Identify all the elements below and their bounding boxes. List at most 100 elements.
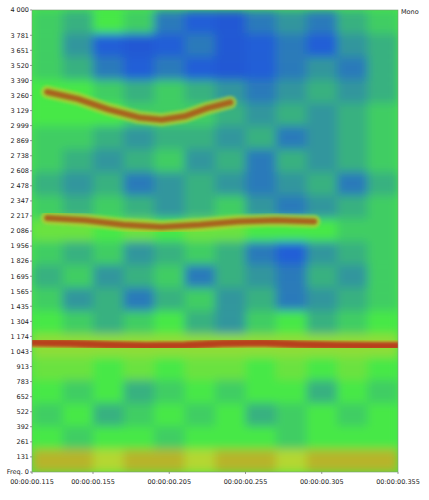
heat-cell (307, 56, 338, 80)
heat-cell (63, 449, 94, 472)
y-tick-label: 2 478 (10, 182, 29, 190)
heat-cell (63, 56, 94, 80)
heat-cell (246, 149, 277, 173)
formant-bands (32, 92, 398, 346)
heat-cell (215, 357, 246, 381)
heat-cell (185, 287, 216, 311)
heat-cell (337, 195, 368, 219)
y-tick-label: 2 738 (10, 152, 29, 160)
y-tick-label: 4 000 (10, 6, 29, 14)
heat-cell (337, 357, 368, 381)
heat-cell (337, 310, 368, 334)
heat-cell (276, 79, 307, 103)
heat-cell (276, 241, 307, 265)
y-tick-label: 392 (17, 423, 29, 431)
heat-cell (124, 241, 155, 265)
heat-cell (215, 172, 246, 196)
heat-cell (63, 33, 94, 57)
heat-cell (63, 380, 94, 404)
y-tick-label: 2 869 (10, 137, 29, 145)
heat-cell (93, 126, 124, 150)
heat-cell (368, 403, 399, 427)
heat-cell (368, 357, 399, 381)
heat-cell (124, 79, 155, 103)
y-tick-label: 3 129 (10, 107, 29, 115)
heat-cell (337, 126, 368, 150)
heat-cell (32, 33, 63, 57)
y-tick (30, 215, 32, 216)
y-tick-label: 1 435 (10, 303, 29, 311)
heat-cell (154, 357, 185, 381)
y-tick (30, 110, 32, 111)
heat-cell (368, 149, 399, 173)
heat-cell (276, 33, 307, 57)
heat-cell (154, 241, 185, 265)
heat-cell (307, 126, 338, 150)
heat-cell (246, 79, 277, 103)
heat-cell (337, 403, 368, 427)
y-tick (30, 185, 32, 186)
heat-cell (215, 10, 246, 34)
plot-background (32, 10, 398, 472)
heat-cell (93, 449, 124, 472)
y-tick-label: 3 260 (10, 92, 29, 100)
heat-cell (337, 79, 368, 103)
heat-cell (246, 172, 277, 196)
heat-cell (124, 56, 155, 80)
heat-cell (276, 426, 307, 450)
x-tick-label: 00:00:00.255 (224, 478, 268, 486)
heat-cell (32, 310, 63, 334)
heat-cell (276, 449, 307, 472)
heat-cell (337, 449, 368, 472)
heat-cell (124, 33, 155, 57)
heat-cell (124, 126, 155, 150)
y-tick (30, 321, 32, 322)
heat-cell (124, 10, 155, 34)
heat-cell (93, 33, 124, 57)
heat-cell (154, 126, 185, 150)
heat-cell (93, 310, 124, 334)
y-tick (30, 456, 32, 457)
heat-cell (246, 287, 277, 311)
y-tick (30, 170, 32, 171)
y-tick (30, 441, 32, 442)
heat-cell (337, 149, 368, 173)
heat-cell (307, 287, 338, 311)
heat-cell (337, 56, 368, 80)
x-tick (32, 472, 33, 474)
heat-cell (276, 310, 307, 334)
heat-cell (124, 172, 155, 196)
y-tick (30, 276, 32, 277)
axes: Freq. 01312613925226527839131 0431 1741 … (7, 6, 420, 486)
heat-cell (32, 357, 63, 381)
heat-cell (215, 33, 246, 57)
heat-cell (185, 380, 216, 404)
heat-cell (124, 195, 155, 219)
y-tick (30, 426, 32, 427)
heat-cell (246, 10, 277, 34)
heat-cell (368, 102, 399, 126)
y-tick (30, 231, 32, 232)
heat-cell (32, 56, 63, 80)
heat-cell (124, 310, 155, 334)
heat-cell (368, 10, 399, 34)
heat-cell (93, 241, 124, 265)
heat-cell (32, 403, 63, 427)
heat-cell (32, 426, 63, 450)
x-tick-label: 00:00:00.205 (147, 478, 191, 486)
heat-cell (368, 449, 399, 472)
heat-cell (276, 10, 307, 34)
x-tick-label: 00:00:00.305 (300, 478, 344, 486)
heat-cell (185, 56, 216, 80)
heat-cell (276, 56, 307, 80)
heat-cell (154, 10, 185, 34)
heat-cell (93, 357, 124, 381)
heat-cell (246, 241, 277, 265)
heat-cell (276, 287, 307, 311)
heat-cell (215, 241, 246, 265)
heat-cell (185, 172, 216, 196)
heat-cell (368, 79, 399, 103)
heat-cell (124, 357, 155, 381)
plot-area (32, 10, 398, 472)
y-tick-label: 2 217 (10, 212, 29, 220)
